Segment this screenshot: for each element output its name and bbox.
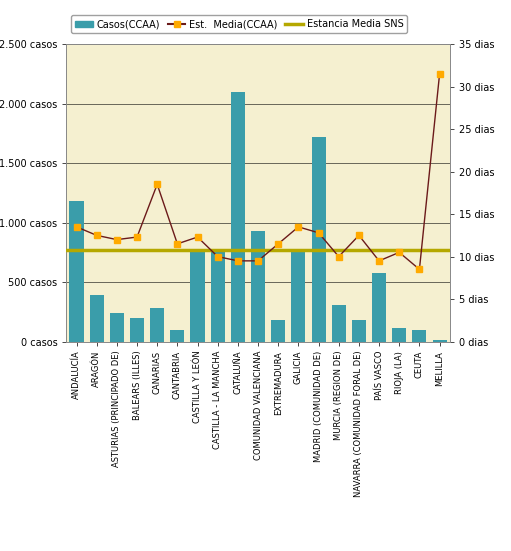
Bar [251,231,265,342]
Bar [392,328,406,342]
Bar [69,201,84,342]
Bar [412,329,427,342]
Legend: Casos(CCAA), Est.  Media(CCAA), Estancia Media SNS: Casos(CCAA), Est. Media(CCAA), Estancia … [72,15,407,33]
Bar [352,320,366,342]
Bar [332,305,346,342]
Bar [150,309,164,342]
Bar [271,320,285,342]
Bar [432,340,447,342]
Bar [170,329,184,342]
Bar [211,251,225,342]
Bar [130,318,144,342]
Bar [231,91,245,342]
Bar [89,295,104,342]
Bar [312,137,326,342]
Bar [110,313,124,342]
Bar [191,252,204,342]
Bar [372,273,386,342]
Bar [291,251,306,342]
